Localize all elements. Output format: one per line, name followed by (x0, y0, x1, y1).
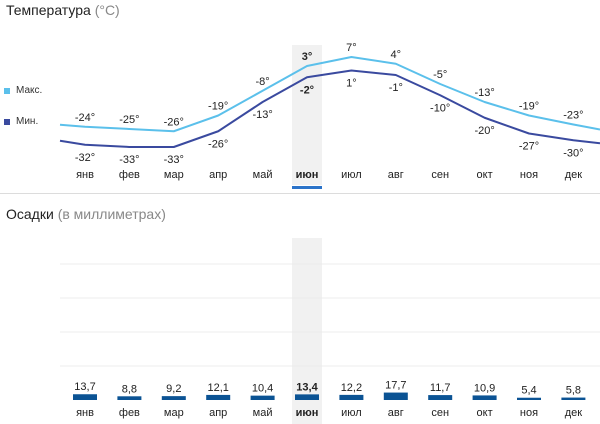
legend-max-label: Макс. (16, 85, 43, 96)
month-label-temp-3: апр (209, 169, 227, 181)
legend-min-swatch (4, 118, 10, 125)
month-label-temp-6: июл (341, 169, 362, 181)
temp-label-max-8: -5° (433, 69, 447, 81)
precip-bar-10 (517, 397, 541, 400)
highlight-underline (292, 186, 322, 189)
temp-label-min-5: -2° (300, 84, 314, 96)
precip-value-8: 11,7 (430, 382, 451, 394)
highlight-column-precip (292, 238, 322, 424)
precip-bar-9 (472, 395, 497, 400)
temp-label-min-8: -10° (430, 102, 450, 114)
temp-label-min-9: -20° (474, 125, 494, 137)
temperature-title: Температура (°C) (6, 2, 120, 18)
precipitation-unit: (в миллиметрах) (57, 206, 166, 222)
temp-label-max-6: 7° (346, 42, 357, 54)
temp-label-max-3: -19° (208, 101, 228, 113)
month-label-temp-2: мар (164, 169, 184, 181)
precip-bar-6 (339, 394, 364, 400)
series-line-min (59, 69, 600, 148)
precip-bar-4 (250, 395, 275, 400)
month-label-temp-7: авг (388, 169, 404, 181)
month-label-precip-2: мар (164, 407, 184, 419)
month-label-precip-0: янв (76, 407, 94, 419)
month-label-temp-9: окт (477, 169, 493, 181)
section-divider (0, 193, 600, 194)
temp-label-min-10: -27° (519, 141, 539, 153)
month-label-precip-10: ноя (520, 407, 538, 419)
month-label-temp-4: май (253, 169, 273, 181)
legend-min-label: Мин. (16, 116, 39, 127)
precip-value-1: 8,8 (122, 383, 137, 395)
temp-label-min-1: -33° (119, 154, 139, 166)
temp-label-max-11: -23° (563, 110, 583, 122)
precip-value-3: 12,1 (207, 382, 228, 394)
precip-value-5: 13,4 (296, 381, 318, 393)
month-label-precip-3: апр (209, 407, 227, 419)
legend-max-swatch (4, 87, 10, 94)
month-label-precip-8: сен (431, 407, 449, 419)
precip-bar-0 (73, 394, 97, 400)
precip-value-9: 10,9 (474, 382, 495, 394)
precip-value-4: 10,4 (252, 383, 273, 395)
temp-label-max-7: 4° (391, 49, 402, 61)
precip-bar-11 (561, 397, 586, 400)
temp-label-max-10: -19° (519, 101, 539, 113)
temp-label-max-9: -13° (474, 87, 494, 99)
legend-max: Макс. (4, 85, 42, 96)
precip-value-2: 9,2 (166, 383, 181, 395)
precipitation-title: Осадки (в миллиметрах) (6, 206, 166, 222)
precip-bar-5 (295, 394, 319, 400)
month-label-temp-5: июн (296, 169, 319, 181)
legend-min: Мин. (4, 116, 38, 127)
month-label-temp-10: ноя (520, 169, 538, 181)
precip-bar-3 (206, 394, 231, 400)
temp-label-min-11: -30° (563, 147, 583, 159)
temp-label-min-7: -1° (389, 82, 403, 94)
month-label-precip-5: июн (296, 407, 319, 419)
temp-label-min-4: -13° (252, 109, 272, 121)
month-label-precip-9: окт (477, 407, 493, 419)
precip-value-10: 5,4 (521, 385, 536, 397)
highlight-column-temp (292, 45, 322, 185)
temp-label-min-6: 1° (346, 78, 357, 90)
series-line-max (59, 56, 600, 133)
precip-bar-7 (383, 392, 408, 400)
temp-label-max-1: -25° (119, 114, 139, 126)
month-label-precip-4: май (253, 407, 273, 419)
precip-value-0: 13,7 (74, 381, 95, 393)
temp-label-max-5: 3° (302, 51, 313, 63)
precip-value-6: 12,2 (341, 382, 362, 394)
precip-value-7: 17,7 (385, 380, 406, 392)
precip-bar-8 (428, 395, 453, 400)
month-label-temp-11: дек (565, 169, 583, 181)
month-label-temp-8: сен (431, 169, 449, 181)
temp-label-max-2: -26° (164, 116, 184, 128)
precip-value-11: 5,8 (566, 385, 581, 397)
month-label-temp-0: янв (76, 169, 94, 181)
precip-bar-2 (161, 396, 186, 400)
precip-bar-1 (117, 396, 142, 400)
temp-label-min-0: -32° (75, 152, 95, 164)
month-label-precip-7: авг (388, 407, 404, 419)
month-label-precip-1: фев (119, 407, 140, 419)
temperature-unit: (°C) (94, 2, 120, 18)
month-label-precip-11: дек (565, 407, 583, 419)
temp-label-min-3: -26° (208, 138, 228, 150)
temp-label-max-0: -24° (75, 112, 95, 124)
temp-label-max-4: -8° (256, 76, 270, 88)
temp-label-min-2: -33° (164, 154, 184, 166)
month-label-precip-6: июл (341, 407, 362, 419)
month-label-temp-1: фев (119, 169, 140, 181)
